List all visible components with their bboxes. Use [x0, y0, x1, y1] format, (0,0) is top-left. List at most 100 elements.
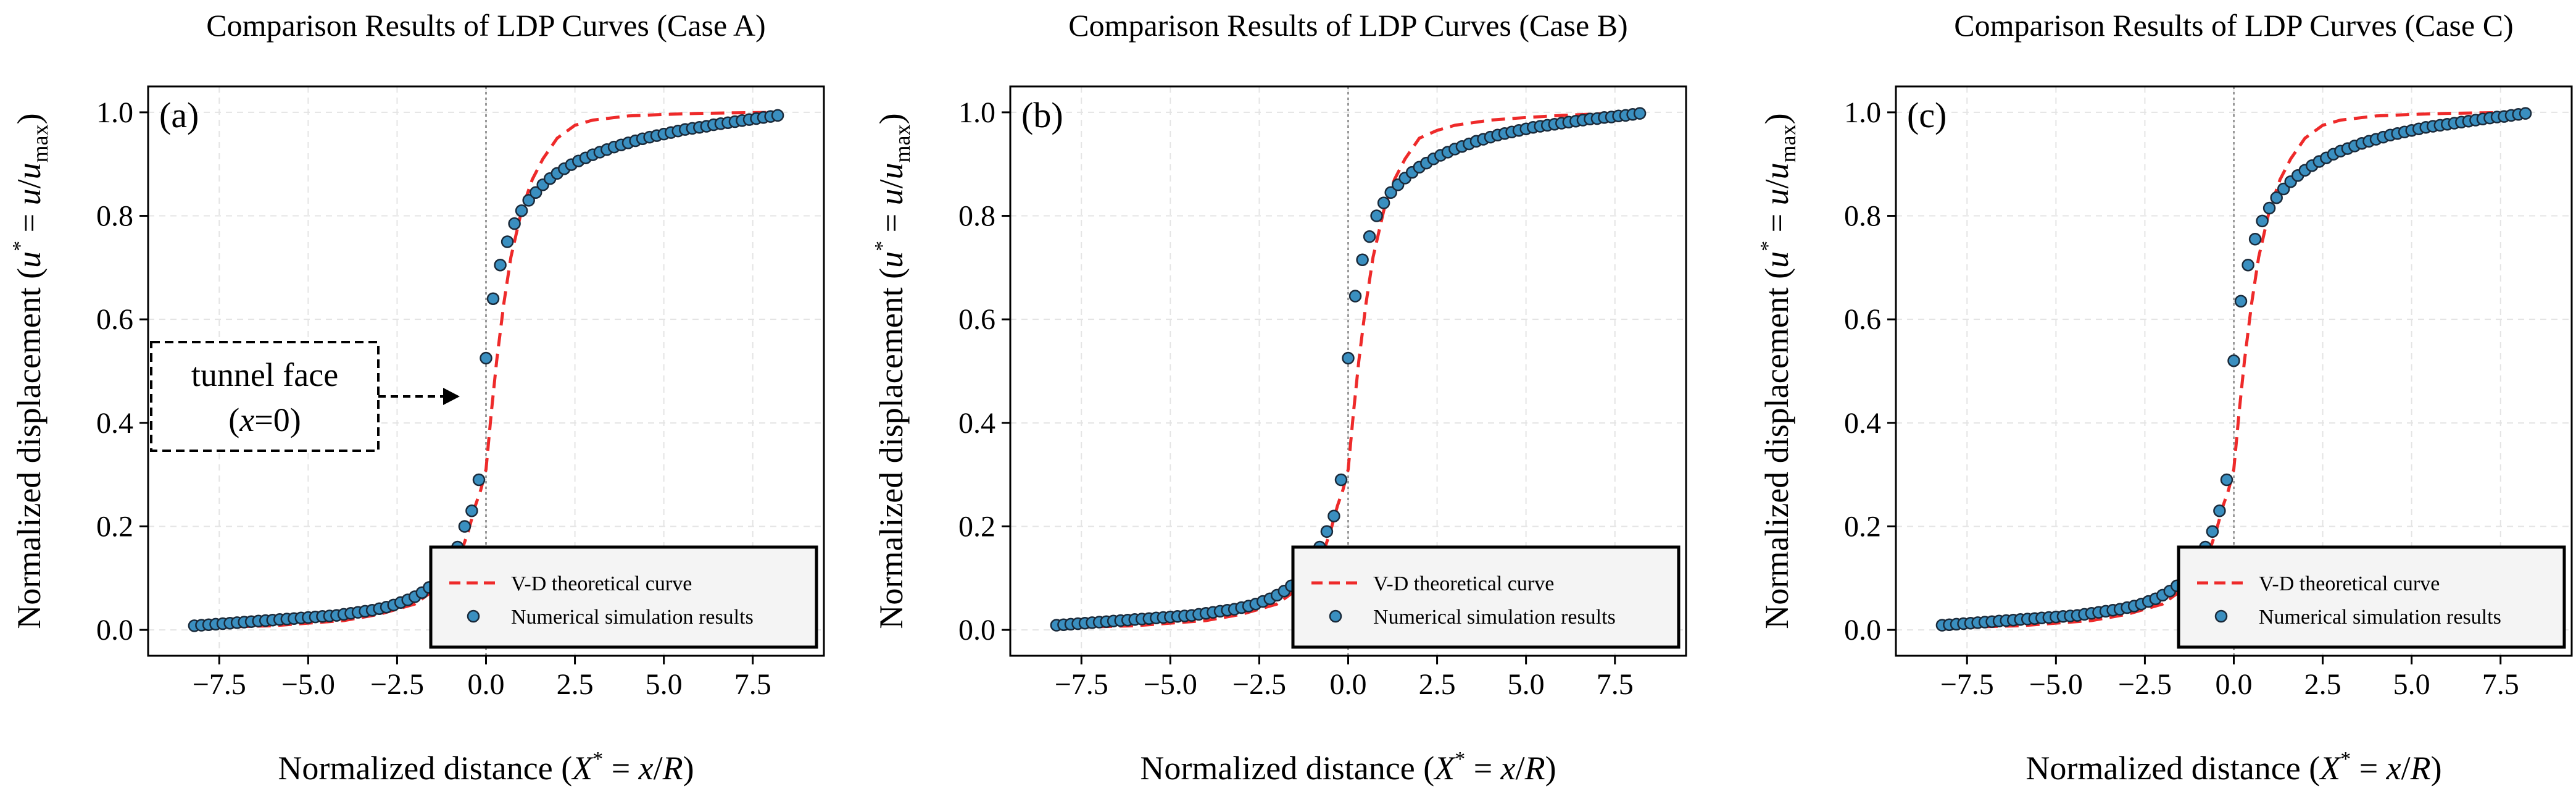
simulation-point	[486, 292, 500, 305]
legend-simulation-swatch	[1329, 609, 1342, 623]
x-tick-label: 5.0	[1508, 668, 1545, 701]
simulation-point	[480, 351, 492, 365]
simulation-point	[472, 473, 486, 487]
simulation-point	[2213, 504, 2226, 517]
x-tick-label: 0.0	[2216, 668, 2253, 701]
y-tick-label: 0.0	[1844, 614, 1881, 647]
chart-panel-1: Comparison Results of LDP Curves (Case A…	[9, 8, 825, 787]
y-tick-label: 0.2	[1844, 510, 1881, 543]
simulation-point	[1363, 230, 1376, 243]
simulation-point	[465, 504, 478, 517]
chart-title: Comparison Results of LDP Curves (Case B…	[1068, 8, 1627, 43]
legend-theory-label: V-D theoretical curve	[1373, 572, 1554, 595]
x-tick-label: 5.0	[2393, 668, 2430, 701]
simulation-point	[2234, 295, 2248, 308]
y-tick-label: 0.4	[958, 407, 995, 440]
panel-label: (c)	[1907, 95, 1947, 135]
legend: V-D theoretical curve Numerical simulatio…	[1291, 545, 1681, 649]
chart-title: Comparison Results of LDP Curves (Case C…	[1954, 8, 2513, 43]
simulation-point	[1377, 196, 1390, 209]
y-axis-label: Normalized displacement (u* = u/umax)	[9, 113, 52, 629]
simulation-point	[458, 520, 472, 533]
x-tick-label: −7.5	[1055, 668, 1108, 701]
simulation-point	[1370, 209, 1383, 222]
x-tick-label: 0.0	[468, 668, 505, 701]
x-tick-label: 5.0	[646, 668, 683, 701]
panel-label: (a)	[159, 95, 199, 135]
simulation-point	[2220, 473, 2233, 487]
x-tick-label: −2.5	[370, 668, 424, 701]
chart-panel-3: Comparison Results of LDP Curves (Case C…	[1756, 8, 2573, 787]
y-tick-label: 1.0	[96, 96, 133, 129]
legend-box	[1291, 545, 1681, 649]
simulation-point	[2256, 214, 2269, 228]
simulation-point	[508, 217, 521, 230]
y-tick-label: 0.6	[1844, 303, 1881, 336]
legend-simulation-swatch	[467, 609, 480, 623]
y-tick-label: 0.2	[958, 510, 995, 543]
legend: V-D theoretical curve Numerical simulatio…	[2177, 545, 2566, 649]
vd-theoretical-curve	[1056, 111, 1640, 630]
x-tick-label: 7.5	[734, 668, 771, 701]
x-tick-label: −5.0	[1144, 668, 1197, 701]
x-tick-label: −5.0	[281, 668, 335, 701]
x-tick-label: 0.0	[1330, 668, 1367, 701]
legend-simulation-label: Numerical simulation results	[2259, 606, 2501, 629]
annotation-arrow-head	[443, 388, 460, 405]
simulation-point	[1342, 351, 1355, 365]
simulation-point	[2227, 354, 2240, 367]
x-tick-label: 2.5	[557, 668, 594, 701]
simulation-point	[1327, 509, 1340, 522]
simulation-point	[1334, 473, 1348, 487]
chart-panel-2: Comparison Results of LDP Curves (Case B…	[871, 8, 1687, 787]
y-tick-label: 0.0	[96, 614, 133, 647]
y-tick-label: 0.0	[958, 614, 995, 647]
annotation-line1: tunnel face	[191, 356, 338, 393]
y-tick-label: 0.2	[96, 510, 133, 543]
simulation-point	[494, 258, 507, 272]
x-tick-label: 7.5	[1597, 668, 1634, 701]
x-tick-label: 2.5	[2304, 668, 2341, 701]
x-axis-label: Normalized distance (X* = x/R)	[278, 748, 694, 787]
y-tick-label: 0.8	[958, 200, 995, 233]
simulation-point	[1320, 525, 1334, 538]
chart-title: Comparison Results of LDP Curves (Case A…	[206, 8, 765, 43]
y-tick-label: 1.0	[1844, 96, 1881, 129]
simulation-point	[522, 194, 535, 207]
legend-simulation-label: Numerical simulation results	[1373, 606, 1616, 629]
panel-label: (b)	[1021, 95, 1063, 135]
y-axis-label: Normalized displacement (u* = u/umax)	[871, 113, 915, 629]
x-tick-label: −7.5	[1940, 668, 1994, 701]
x-tick-label: −2.5	[2118, 668, 2172, 701]
simulation-point	[2248, 233, 2262, 246]
simulation-point	[2242, 258, 2254, 272]
y-tick-label: 1.0	[958, 96, 995, 129]
x-tick-label: −7.5	[193, 668, 246, 701]
x-tick-label: 2.5	[1419, 668, 1456, 701]
simulation-point	[2262, 201, 2276, 215]
legend-simulation-swatch	[2214, 609, 2228, 623]
x-tick-label: −5.0	[2029, 668, 2083, 701]
annotation-line2: (x=0)	[228, 401, 301, 438]
y-tick-label: 0.4	[96, 407, 133, 440]
simulation-point	[1384, 186, 1397, 199]
x-axis-label: Normalized distance (X* = x/R)	[2025, 748, 2441, 787]
tunnel-face-annotation: tunnel face (x=0)	[150, 341, 460, 452]
y-tick-label: 0.6	[96, 303, 133, 336]
simulation-point	[1348, 290, 1362, 303]
vd-theoretical-curve	[194, 111, 778, 630]
simulation-point	[515, 204, 528, 217]
legend: V-D theoretical curve Numerical simulatio…	[429, 545, 818, 649]
simulation-point	[501, 235, 514, 248]
simulation-point	[1633, 107, 1647, 120]
y-tick-label: 0.4	[1844, 407, 1881, 440]
x-axis-label: Normalized distance (X* = x/R)	[1140, 748, 1556, 787]
annotation-box	[150, 341, 380, 452]
x-tick-label: −2.5	[1232, 668, 1286, 701]
simulation-point	[2270, 191, 2283, 204]
y-axis-label: Normalized displacement (u* = u/umax)	[1756, 113, 1800, 629]
legend-simulation-label: Numerical simulation results	[511, 606, 754, 629]
legend-theory-label: V-D theoretical curve	[2259, 572, 2440, 595]
simulation-point	[1356, 253, 1369, 267]
